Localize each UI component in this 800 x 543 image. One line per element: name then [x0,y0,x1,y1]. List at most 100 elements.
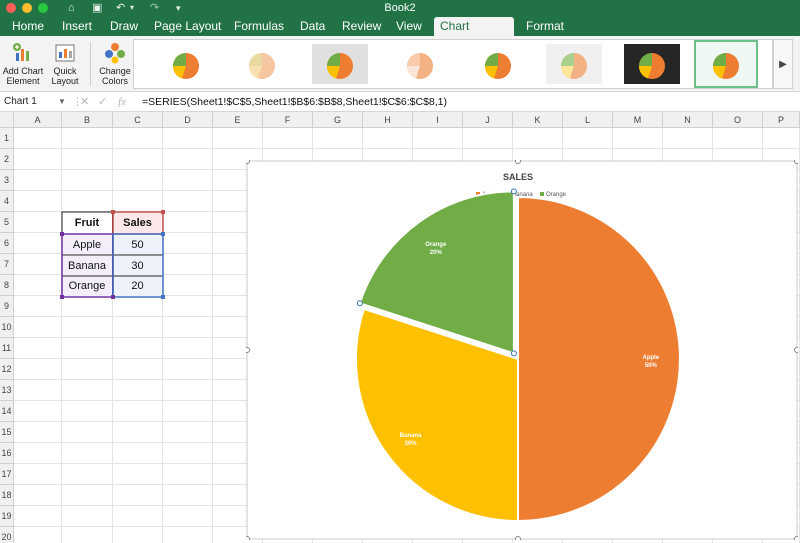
table-cell-fruit[interactable]: Apple [62,235,112,255]
column-header[interactable]: D [163,112,213,128]
column-header[interactable]: F [263,112,313,128]
minimize-window-button[interactable] [22,3,32,13]
column-header[interactable]: K [513,112,563,128]
column-header[interactable]: C [113,112,163,128]
name-box[interactable]: Chart 1 [4,96,37,107]
table-header-sales[interactable]: Sales [113,213,162,234]
column-header[interactable]: L [563,112,613,128]
row-header[interactable]: 11 [0,338,14,359]
home-icon[interactable]: ⌂ [68,2,75,14]
chart-style-thumbnail[interactable] [468,42,528,86]
select-all-corner[interactable] [0,112,14,128]
chart-resize-handle[interactable] [246,160,250,164]
row-header[interactable]: 15 [0,422,14,443]
chart-style-thumbnail[interactable] [390,42,450,86]
table-header-fruit[interactable]: Fruit [62,213,112,234]
more-options-icon[interactable]: ⋮ [72,96,83,108]
row-header[interactable]: 1 [0,128,14,149]
tab-review[interactable]: Review [342,19,382,33]
row-header[interactable]: 20 [0,527,14,543]
table-cell-fruit[interactable]: Banana [62,256,112,276]
column-header[interactable]: J [463,112,513,128]
chart-resize-handle[interactable] [794,160,799,164]
data-label-category[interactable]: Apple [643,355,660,361]
row-header[interactable]: 4 [0,191,14,212]
redo-icon[interactable]: ↷ [150,2,160,14]
data-label-category[interactable]: Banana [400,433,422,439]
row-header[interactable]: 2 [0,149,14,170]
insert-function-icon[interactable]: fx [118,96,126,108]
row-header[interactable]: 5 [0,212,14,233]
undo-icon[interactable]: ↶ [116,2,126,14]
tab-formulas[interactable]: Formulas [234,19,285,33]
column-header[interactable]: H [363,112,413,128]
chart-resize-handle[interactable] [794,347,799,353]
column-header[interactable]: N [663,112,713,128]
name-box-dropdown-icon[interactable]: ▼ [58,97,66,106]
row-header[interactable]: 12 [0,359,14,380]
data-label-percent[interactable]: 30% [405,441,418,447]
tab-chart-design[interactable]: Chart Design [434,17,514,52]
row-header[interactable]: 19 [0,506,14,527]
row-header[interactable]: 16 [0,443,14,464]
add-chart-element-button[interactable]: Add Chart Element [0,38,46,90]
legend-entry[interactable]: Banana [512,192,533,198]
tab-page-layout[interactable]: Page Layout [154,19,222,33]
tab-format[interactable]: Format [526,19,565,33]
cancel-icon[interactable]: ✕ [80,96,90,108]
chart-style-thumbnail[interactable] [622,42,682,86]
row-header[interactable]: 17 [0,464,14,485]
column-header[interactable]: E [213,112,263,128]
quick-layout-button[interactable]: Quick Layout [42,38,88,90]
table-cell-sales[interactable]: 20 [113,277,162,296]
change-colors-button[interactable]: Change Colors [92,38,138,90]
row-header[interactable]: 10 [0,317,14,338]
legend-entry[interactable]: Orange [546,192,567,198]
row-header[interactable]: 18 [0,485,14,506]
gallery-next-icon[interactable]: ▶ [773,39,793,89]
enter-icon[interactable]: ✓ [98,96,108,108]
tab-draw[interactable]: Draw [110,19,139,33]
chart-style-thumbnail[interactable] [232,42,292,86]
column-header[interactable]: G [313,112,363,128]
chart-resize-handle[interactable] [515,160,521,164]
pie-slice-apple[interactable] [517,195,681,523]
column-header[interactable]: A [14,112,62,128]
column-header[interactable]: M [613,112,663,128]
pie-slice-orange[interactable] [358,190,515,355]
slice-selection-handle[interactable] [510,350,517,357]
row-header[interactable]: 6 [0,233,14,254]
close-window-button[interactable] [6,3,16,13]
row-header[interactable]: 14 [0,401,14,422]
chart-resize-handle[interactable] [246,536,250,541]
chart-style-thumbnail[interactable] [544,42,604,86]
pie-slice-banana[interactable] [355,307,519,523]
row-header[interactable]: 3 [0,170,14,191]
chart-style-thumbnail[interactable] [156,42,216,86]
table-cell-sales[interactable]: 30 [113,256,162,276]
row-header[interactable]: 13 [0,380,14,401]
tab-view[interactable]: View [396,19,422,33]
row-header[interactable]: 9 [0,296,14,317]
chart-title[interactable]: SALES [503,172,533,182]
column-header[interactable]: B [62,112,113,128]
row-header[interactable]: 7 [0,254,14,275]
table-cell-fruit[interactable]: Orange [62,277,112,296]
tab-home[interactable]: Home [12,19,45,33]
chart-style-thumbnail[interactable] [310,42,370,86]
data-label-percent[interactable]: 50% [645,363,658,369]
chart-resize-handle[interactable] [515,536,521,541]
chart-resize-handle[interactable] [794,536,799,541]
save-icon[interactable]: ▣ [92,2,103,14]
column-header[interactable]: O [713,112,763,128]
slice-selection-handle[interactable] [510,188,517,195]
undo-dropdown-icon[interactable]: ▾ [130,3,135,12]
chart-resize-handle[interactable] [246,347,250,353]
zoom-window-button[interactable] [38,3,48,13]
column-header[interactable]: P [763,112,800,128]
tab-data[interactable]: Data [300,19,326,33]
data-label-percent[interactable]: 20% [430,250,443,256]
slice-selection-handle[interactable] [356,300,363,307]
column-header[interactable]: I [413,112,463,128]
table-cell-sales[interactable]: 50 [113,235,162,255]
